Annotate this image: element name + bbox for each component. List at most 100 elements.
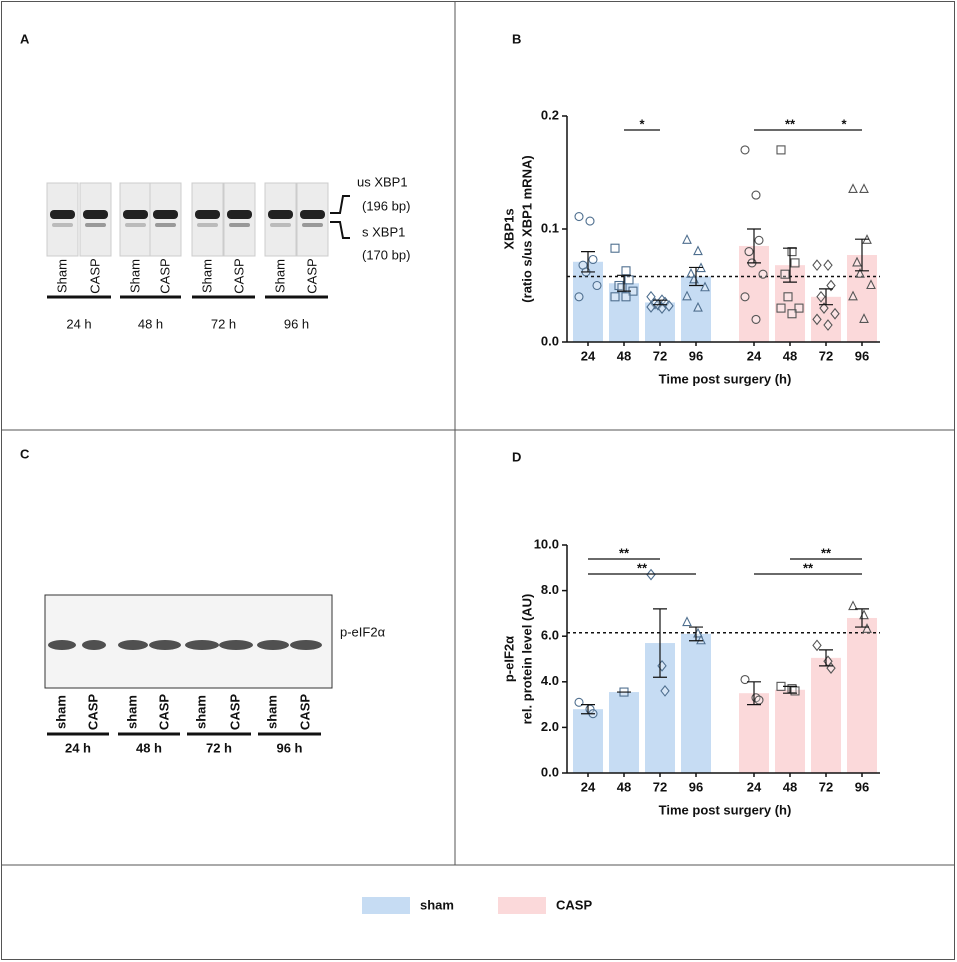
gel-lane: [46, 182, 79, 257]
gel-lane: [119, 182, 152, 257]
lane-label: sham: [53, 695, 68, 729]
significance-label: **: [785, 116, 796, 131]
y-tick-label: 8.0: [541, 582, 559, 597]
error-bar: [747, 228, 761, 264]
error-bar: [819, 288, 833, 306]
lane-label: CASP: [157, 258, 172, 293]
gel-band: [197, 223, 218, 227]
data-point: [855, 267, 865, 278]
gel-band: [50, 210, 75, 219]
time-label: 48 h: [138, 316, 163, 331]
gel-band: [155, 223, 176, 227]
y-tick-label: 4.0: [541, 673, 559, 688]
significance-label: *: [841, 116, 847, 131]
time-label: 72 h: [211, 316, 236, 331]
data-point: [816, 290, 826, 303]
data-point: [819, 302, 829, 314]
x-tick-label: 48: [783, 779, 797, 794]
lane-label: sham: [124, 695, 139, 729]
x-tick-label: 72: [653, 348, 667, 363]
gel-c: sham CASP sham CASP sham CASP sham CASP 24 h 48 h…: [47, 640, 322, 755]
data-point: [585, 216, 595, 226]
band-label: (196 bp): [362, 198, 410, 213]
data-point: [758, 269, 768, 279]
gel-band: [195, 210, 220, 219]
x-tick-label: 24: [581, 779, 596, 794]
data-point: [740, 292, 750, 302]
gel-lane: [296, 182, 329, 257]
data-point: [696, 634, 706, 645]
lane-label: CASP: [231, 258, 246, 293]
data-point: [610, 243, 620, 253]
gel-lane: [149, 182, 182, 257]
data-point: [859, 609, 869, 620]
y-axis-label: XBP1s: [501, 208, 516, 249]
band-label: (170 bp): [362, 247, 410, 262]
y-axis-label: rel. protein level (AU): [519, 594, 534, 725]
x-tick-label: 72: [653, 779, 667, 794]
gel-band: [125, 223, 146, 227]
data-point: [592, 280, 602, 291]
lane-label: CASP: [297, 694, 312, 730]
data-point: [624, 275, 634, 285]
gel-band: [153, 210, 178, 219]
data-point: [754, 235, 764, 245]
gel-band: [85, 223, 106, 227]
panel-label: A: [20, 31, 30, 46]
lane-label: Sham: [54, 259, 69, 293]
data-point: [682, 234, 692, 244]
data-point: [754, 695, 764, 705]
legend: sham CASP: [362, 897, 592, 914]
blot-band: [257, 640, 289, 650]
bar: [811, 657, 841, 773]
band-brackets: [330, 195, 350, 239]
data-point: [588, 254, 598, 265]
legend-label: sham: [420, 897, 454, 912]
y-tick-label: 0.2: [541, 107, 559, 122]
error-bar: [783, 247, 797, 283]
lane-label: sham: [193, 695, 208, 729]
panel-label: C: [20, 446, 30, 461]
error-bar: [855, 608, 869, 628]
error-bar: [617, 274, 631, 292]
gel-band: [268, 210, 293, 219]
error-bar: [653, 608, 667, 678]
data-point: [740, 145, 750, 155]
x-axis-label: Time post surgery (h): [659, 371, 792, 386]
data-point: [657, 302, 667, 314]
data-point: [751, 190, 761, 200]
lane-label: Sham: [272, 259, 287, 293]
gel-lane: [264, 182, 297, 257]
blot-band: [185, 640, 219, 650]
significance-label: **: [821, 545, 832, 560]
data-point: [812, 639, 822, 652]
data-point: [866, 279, 876, 290]
data-point: [787, 309, 797, 319]
error-bar: [783, 685, 797, 694]
error-bar: [747, 681, 761, 706]
data-point: [574, 292, 584, 302]
data-point: [830, 307, 840, 320]
legend-swatch: [498, 897, 546, 914]
error-bar: [581, 704, 595, 715]
panel-label: D: [512, 449, 521, 464]
gel-lane: [223, 182, 256, 257]
gel-band: [227, 210, 252, 219]
legend-label: CASP: [556, 897, 592, 912]
y-tick-label: 0.0: [541, 764, 559, 779]
panel-label: B: [512, 31, 521, 46]
data-point: [852, 256, 862, 267]
gel-a: Sham CASP Sham CASP Sham CASP Sham CASP 24 h 48 h…: [46, 182, 329, 331]
gel-lane: [191, 182, 224, 257]
lane-label: CASP: [227, 694, 242, 730]
blot-band: [219, 640, 253, 650]
x-tick-label: 24: [581, 348, 596, 363]
data-point: [823, 319, 833, 331]
blot-band: [118, 640, 148, 650]
blot-band: [48, 640, 76, 650]
x-tick-label: 96: [855, 779, 869, 794]
error-bar: [689, 266, 703, 287]
gel-band: [83, 210, 108, 219]
